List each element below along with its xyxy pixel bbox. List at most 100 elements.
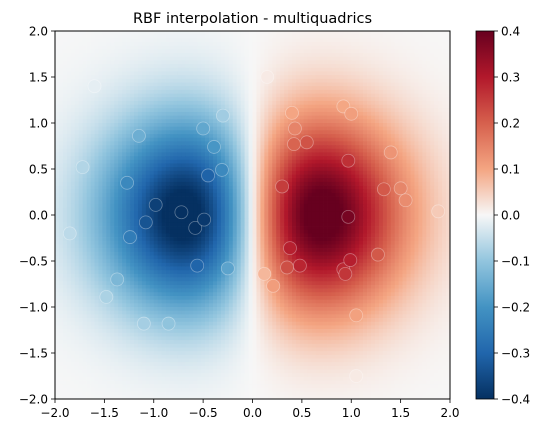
heatmap-cell: [181, 192, 186, 197]
heatmap-cell: [58, 178, 64, 183]
heatmap-cell: [62, 152, 68, 157]
heatmap-cell: [272, 167, 277, 172]
heatmap-cell: [149, 192, 155, 197]
heatmap-cell: [414, 181, 419, 186]
heatmap-cell: [70, 207, 76, 212]
heatmap-cell: [430, 49, 435, 54]
heatmap-cell: [422, 156, 427, 161]
heatmap-cell: [260, 53, 265, 58]
heatmap-cell: [394, 115, 399, 120]
heatmap-cell: [319, 82, 324, 87]
heatmap-cell: [145, 31, 151, 36]
heatmap-cell: [406, 152, 411, 157]
heatmap-cell: [232, 156, 238, 161]
heatmap-cell: [216, 189, 222, 194]
heatmap-cell: [169, 156, 174, 161]
heatmap-cell: [359, 64, 364, 69]
heatmap-cell: [58, 145, 64, 150]
heatmap-cell: [248, 100, 253, 105]
heatmap-cell: [276, 86, 281, 91]
heatmap-cell: [252, 159, 257, 164]
heatmap-cell: [153, 82, 159, 87]
heatmap-cell: [86, 170, 91, 175]
heatmap-cell: [438, 156, 443, 161]
heatmap-cell: [323, 159, 328, 164]
heatmap-cell: [252, 207, 257, 212]
heatmap-cell: [173, 67, 178, 72]
heatmap-cell: [394, 82, 399, 87]
heatmap-cell: [213, 82, 218, 87]
heatmap-cell: [90, 174, 95, 179]
heatmap-cell: [394, 60, 399, 65]
heatmap-cell: [149, 119, 155, 124]
heatmap-cell: [177, 159, 182, 164]
heatmap-cell: [426, 111, 431, 116]
heatmap-cell: [62, 67, 68, 72]
heatmap-cell: [323, 137, 328, 142]
heatmap-cell: [331, 104, 336, 109]
heatmap-cell: [355, 45, 360, 50]
heatmap-cell: [319, 152, 324, 157]
heatmap-cell: [189, 148, 194, 153]
heatmap-cell: [232, 189, 238, 194]
heatmap-cell: [256, 203, 261, 208]
heatmap-cell: [355, 145, 360, 150]
heatmap-cell: [189, 170, 194, 175]
heatmap-cell: [201, 119, 206, 124]
heatmap-cell: [284, 200, 289, 205]
heatmap-cell: [378, 97, 384, 102]
heatmap-cell: [307, 100, 313, 105]
heatmap-cell: [137, 145, 143, 150]
heatmap-cell: [394, 78, 399, 83]
heatmap-cell: [161, 145, 166, 150]
heatmap-cell: [390, 31, 396, 36]
heatmap-cell: [244, 71, 249, 76]
heatmap-cell: [272, 148, 277, 153]
heatmap-cell: [213, 31, 218, 36]
heatmap-cell: [106, 56, 111, 61]
heatmap-cell: [339, 56, 344, 61]
heatmap-cell: [418, 115, 423, 120]
heatmap-cell: [122, 78, 127, 83]
heatmap-cell: [374, 56, 380, 61]
heatmap-cell: [134, 152, 139, 157]
heatmap-cell: [446, 141, 450, 146]
heatmap-cell: [272, 97, 277, 102]
heatmap-cell: [82, 130, 87, 135]
heatmap-cell: [193, 189, 198, 194]
heatmap-cell: [319, 38, 324, 43]
heatmap-cell: [216, 137, 222, 142]
heatmap-cell: [363, 97, 368, 102]
heatmap-cell: [181, 148, 186, 153]
heatmap-cell: [355, 42, 360, 47]
heatmap-cell: [205, 45, 210, 50]
heatmap-cell: [327, 42, 332, 47]
heatmap-cell: [110, 45, 115, 50]
heatmap-cell: [418, 174, 423, 179]
heatmap-cell: [390, 119, 396, 124]
heatmap-cell: [177, 203, 182, 208]
heatmap-cell: [181, 64, 186, 69]
heatmap-cell: [244, 134, 249, 139]
heatmap-cell: [398, 108, 403, 113]
heatmap-cell: [58, 163, 64, 168]
heatmap-cell: [165, 78, 170, 83]
heatmap-cell: [323, 167, 328, 172]
heatmap-cell: [418, 71, 423, 76]
heatmap-cell: [406, 49, 411, 54]
heatmap-cell: [339, 174, 344, 179]
heatmap-cell: [197, 97, 202, 102]
heatmap-cell: [426, 31, 431, 36]
heatmap-cell: [236, 156, 241, 161]
heatmap-cell: [272, 38, 277, 43]
heatmap-cell: [264, 200, 269, 205]
heatmap-cell: [410, 53, 415, 58]
heatmap-cell: [126, 167, 131, 172]
heatmap-cell: [351, 207, 356, 212]
heatmap-cell: [347, 31, 352, 36]
heatmap-cell: [181, 56, 186, 61]
heatmap-cell: [201, 207, 206, 212]
heatmap-cell: [434, 123, 439, 128]
heatmap-cell: [410, 86, 415, 91]
heatmap-cell: [118, 207, 123, 212]
